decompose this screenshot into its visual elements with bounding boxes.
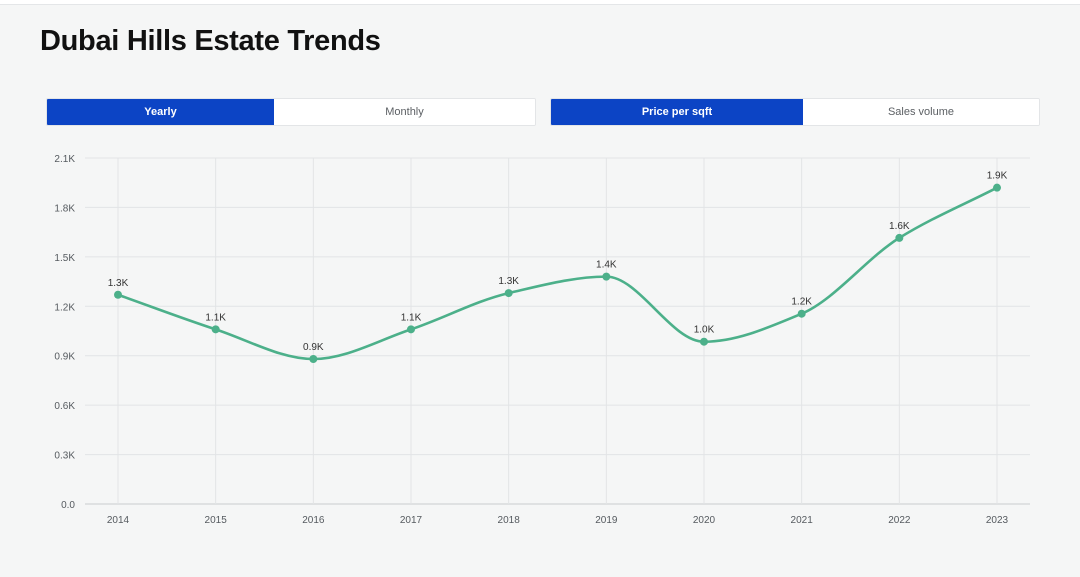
y-tick-label: 1.2K <box>54 302 75 313</box>
data-point <box>504 289 513 298</box>
sales-volume-button[interactable]: Sales volume <box>803 99 1039 125</box>
x-tick-label: 2015 <box>205 515 228 526</box>
data-label: 1.0K <box>694 325 715 336</box>
data-point <box>993 183 1001 192</box>
y-tick-label: 0.0 <box>61 500 75 511</box>
data-label: 1.1K <box>205 312 226 323</box>
data-label: 1.9K <box>987 171 1008 182</box>
y-tick-label: 0.3K <box>54 451 75 462</box>
data-point <box>700 337 708 346</box>
x-tick-label: 2019 <box>595 515 618 526</box>
data-point <box>407 325 415 334</box>
x-tick-label: 2023 <box>986 515 1009 526</box>
data-label: 1.3K <box>498 276 519 287</box>
data-label: 1.1K <box>401 312 422 323</box>
data-label: 1.4K <box>596 260 617 271</box>
data-label: 1.6K <box>889 221 910 232</box>
data-point <box>797 309 806 318</box>
x-tick-label: 2020 <box>693 515 716 526</box>
data-point <box>114 290 122 299</box>
period-toggle: Yearly Monthly <box>46 98 536 126</box>
x-tick-label: 2017 <box>400 515 423 526</box>
y-tick-label: 1.5K <box>54 253 75 264</box>
y-tick-label: 0.9K <box>54 352 75 363</box>
page-title: Dubai Hills Estate Trends <box>40 25 381 57</box>
monthly-button[interactable]: Monthly <box>274 99 535 125</box>
x-tick-label: 2014 <box>107 515 130 526</box>
metric-toggle: Price per sqft Sales volume <box>550 98 1040 126</box>
series-line <box>116 186 999 361</box>
yearly-button[interactable]: Yearly <box>47 99 274 125</box>
y-tick-label: 0.6K <box>54 401 75 412</box>
data-point <box>309 355 318 364</box>
y-tick-label: 1.8K <box>54 203 75 214</box>
data-label: 0.9K <box>303 342 324 353</box>
price-per-sqft-button[interactable]: Price per sqft <box>551 99 803 125</box>
data-label: 1.3K <box>108 278 129 289</box>
data-point <box>602 272 611 281</box>
x-tick-label: 2016 <box>302 515 325 526</box>
chart-panel: Dubai Hills Estate Trends Yearly Monthly… <box>0 4 1080 577</box>
data-point <box>895 233 904 242</box>
data-point <box>211 325 220 334</box>
x-tick-label: 2018 <box>498 515 521 526</box>
x-tick-label: 2021 <box>791 515 814 526</box>
x-tick-label: 2022 <box>888 515 911 526</box>
data-label: 1.2K <box>791 297 812 308</box>
y-tick-label: 2.1K <box>54 154 75 165</box>
